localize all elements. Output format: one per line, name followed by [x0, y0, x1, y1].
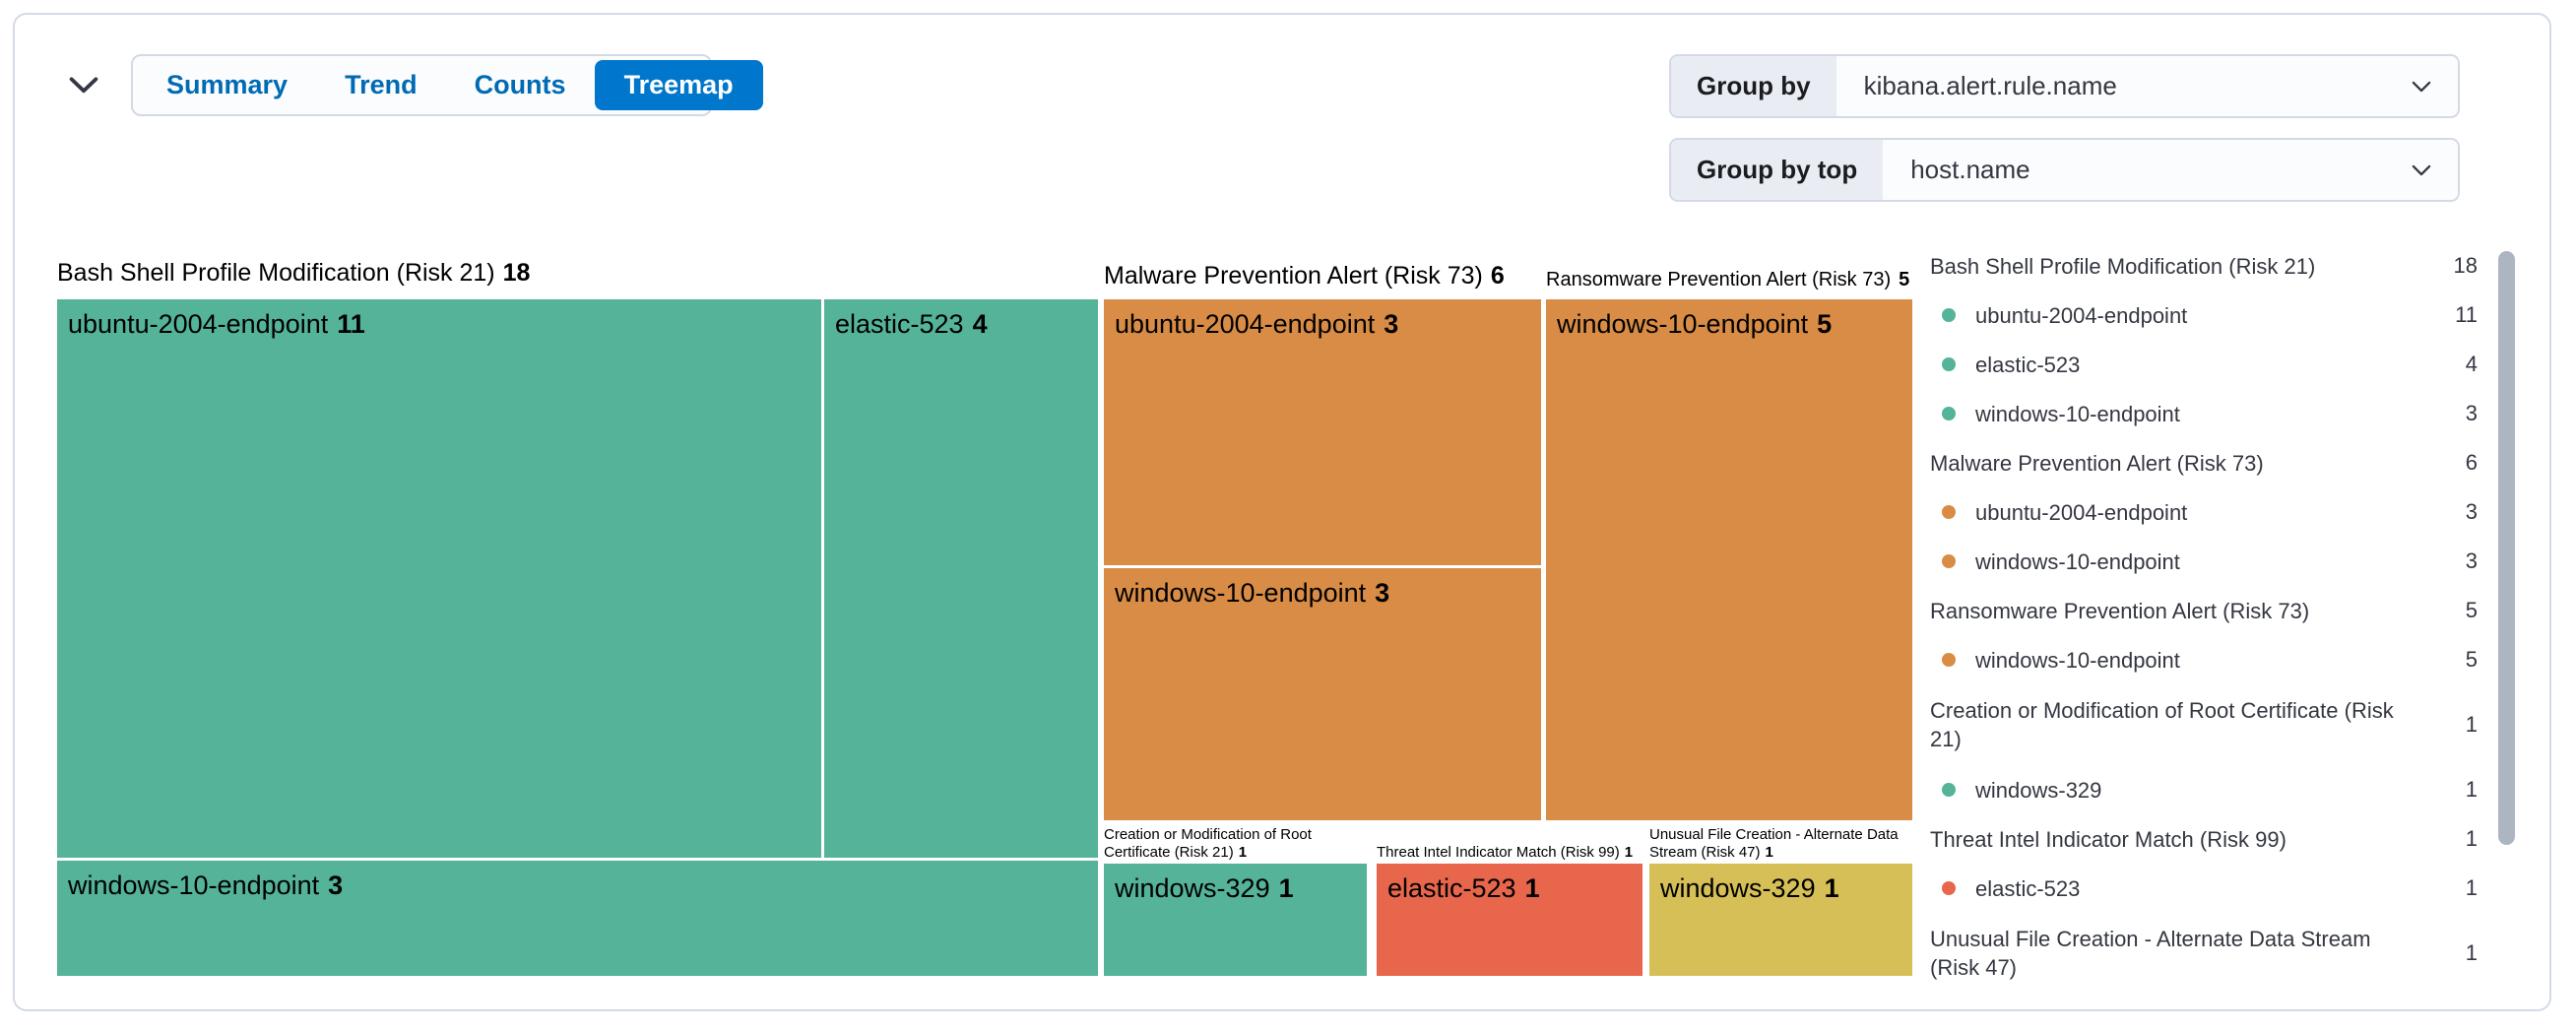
legend-rule-row[interactable]: Ransomware Prevention Alert (Risk 73) 5 [1930, 598, 2478, 623]
legend-rule-row[interactable]: Threat Intel Indicator Match (Risk 99) 1 [1930, 826, 2478, 852]
legend-scrollbar-thumb[interactable] [2498, 251, 2515, 845]
legend-count: 11 [2455, 302, 2478, 327]
chevron-down-icon [66, 67, 101, 105]
legend-rule-row[interactable]: Unusual File Creation - Alternate Data S… [1930, 927, 2478, 980]
group-by-top-label: Group by top [1671, 140, 1884, 200]
chevron-down-icon [2409, 140, 2458, 200]
tab-treemap[interactable]: Treemap [594, 60, 763, 110]
legend-color-dot [1942, 554, 1956, 568]
legend-count: 3 [2465, 401, 2478, 425]
legend-count: 3 [2465, 548, 2478, 573]
group-by-value: kibana.alert.rule.name [1863, 71, 2117, 100]
legend-count: 5 [2465, 647, 2478, 672]
treemap-cell[interactable]: windows-10-endpoint 5 [1546, 299, 1912, 820]
legend-rule-row[interactable]: Malware Prevention Alert (Risk 73) 6 [1930, 450, 2478, 476]
legend-color-dot [1942, 783, 1956, 797]
view-selector-tab-group: Summary Trend Counts Treemap [131, 54, 763, 116]
treemap-cell[interactable]: windows-329 1 [1104, 864, 1367, 976]
group-by-label: Group by [1671, 56, 1836, 116]
tab-counts[interactable]: Counts [446, 56, 595, 114]
legend-count: 1 [2465, 712, 2478, 737]
group-by-top-value: host.name [1910, 155, 2030, 184]
legend-color-dot [1942, 505, 1956, 519]
legend-host-row[interactable]: windows-10-endpoint 3 [1930, 389, 2478, 438]
treemap-cell[interactable]: elastic-523 4 [824, 299, 1098, 858]
legend-count: 1 [2465, 826, 2478, 851]
legend-color-dot [1942, 653, 1956, 667]
chevron-down-icon [2409, 56, 2458, 116]
treemap-cell[interactable]: windows-10-endpoint 3 [1104, 568, 1541, 820]
treemap-cell[interactable]: windows-10-endpoint 3 [57, 861, 1098, 976]
legend-count: 4 [2465, 352, 2478, 376]
legend-rule-row[interactable]: Bash Shell Profile Modification (Risk 21… [1930, 253, 2478, 279]
legend-color-dot [1942, 308, 1956, 322]
tab-summary[interactable]: Summary [138, 56, 316, 114]
group-by-select[interactable]: Group by kibana.alert.rule.name [1669, 54, 2460, 118]
treemap-cell[interactable]: elastic-523 1 [1377, 864, 1642, 976]
legend-host-row[interactable]: windows-10-endpoint 3 [1930, 537, 2478, 586]
legend-count: 6 [2465, 450, 2478, 475]
legend-count: 5 [2465, 598, 2478, 622]
collapse-section-button[interactable] [61, 63, 106, 108]
legend-count: 3 [2465, 499, 2478, 524]
tab-trend[interactable]: Trend [316, 56, 446, 114]
legend-color-dot [1942, 357, 1956, 371]
legend-host-row[interactable]: ubuntu-2004-endpoint 3 [1930, 487, 2478, 537]
legend-count: 1 [2465, 940, 2478, 965]
legend-host-row[interactable]: windows-329 1 [1930, 765, 2478, 814]
legend-host-row[interactable]: elastic-523 4 [1930, 340, 2478, 389]
legend-host-row[interactable]: elastic-523 1 [1930, 864, 2478, 913]
treemap-cell[interactable]: ubuntu-2004-endpoint 11 [57, 299, 821, 858]
legend-color-dot [1942, 881, 1956, 895]
legend-count: 1 [2465, 875, 2478, 900]
treemap-legend: Bash Shell Profile Modification (Risk 21… [1930, 241, 2478, 994]
legend-count: 18 [2453, 253, 2478, 278]
legend-host-row[interactable]: ubuntu-2004-endpoint 11 [1930, 290, 2478, 340]
legend-color-dot [1942, 407, 1956, 420]
treemap-cell[interactable]: windows-329 1 [1649, 864, 1912, 976]
legend-rule-row[interactable]: Creation or Modification of Root Certifi… [1930, 698, 2478, 751]
legend-count: 1 [2465, 777, 2478, 802]
group-by-top-select[interactable]: Group by top host.name [1669, 138, 2460, 202]
treemap-cell[interactable]: ubuntu-2004-endpoint 3 [1104, 299, 1541, 565]
legend-host-row[interactable]: windows-10-endpoint 5 [1930, 635, 2478, 684]
